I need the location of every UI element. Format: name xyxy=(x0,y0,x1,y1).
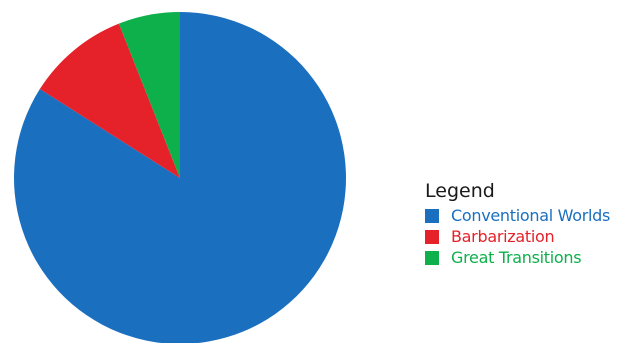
legend: Legend Conventional Worlds Barbarization… xyxy=(425,180,641,268)
legend-label-barbarization: Barbarization xyxy=(451,227,555,246)
pie-slice-great-transitions xyxy=(118,12,180,178)
legend-title: Legend xyxy=(425,180,495,202)
legend-swatch-great-transitions xyxy=(425,250,439,265)
legend-label-conventional-worlds: Conventional Worlds xyxy=(451,206,611,225)
legend-item-conventional-worlds: Conventional Worlds xyxy=(425,205,641,226)
pie-slices xyxy=(13,12,347,344)
legend-swatch-conventional-worlds xyxy=(425,208,439,223)
pie-slice-barbarization xyxy=(39,23,180,178)
legend-label-great-transitions: Great Transitions xyxy=(451,248,582,267)
legend-item-great-transitions: Great Transitions xyxy=(425,247,641,268)
legend-item-barbarization: Barbarization xyxy=(425,226,641,247)
legend-swatch-barbarization xyxy=(425,229,439,244)
